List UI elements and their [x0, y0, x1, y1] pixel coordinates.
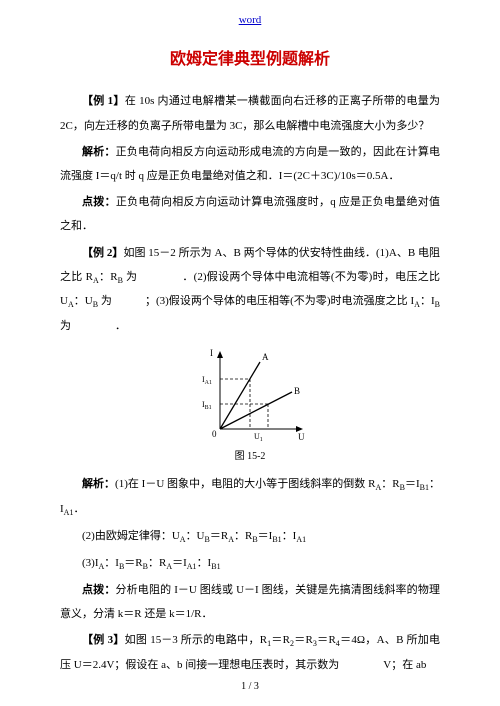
figure-caption: 图 15-2	[60, 446, 440, 468]
point-label-2: 点拨：	[82, 584, 115, 596]
page-number: 1 / 3	[0, 676, 500, 698]
example-2-answer-3: (3)IA：IB＝RB：RA＝IA1：IB1	[60, 551, 440, 576]
answer-label: 解析：	[82, 146, 116, 158]
example-2-answer-1: 解析：(1)在 I－U 图象中，电阻的大小等于图线斜率的倒数 RA：RB＝IB1…	[60, 472, 440, 522]
example-2-point: 点拨：分析电阻的 I－U 图线或 U－I 图线，关键是先搞清图线斜率的物理意义，…	[60, 578, 440, 626]
svg-text:U: U	[298, 432, 305, 442]
example-1-answer: 解析：正负电荷向相反方向运动形成电流的方向是一致的，因此在计算电流强度 I＝q/…	[60, 140, 440, 188]
example-1-point: 点拨：正负电荷向相反方向运动计算电流强度时，q 应是正负电量绝对值之和．	[60, 190, 440, 238]
ex2-a2-text: (2)由欧姆定律得：UA：UB＝RA：RB＝IB1：IA1	[82, 530, 306, 542]
example-1-question: 【例 1】在 10s 内通过电解槽某一横截面向右迁移的正离子所带的电量为 2C，…	[60, 89, 440, 137]
example-2-label: 【例 2】	[82, 247, 123, 259]
ex1-a-text: 正负电荷向相反方向运动形成电流的方向是一致的，因此在计算电流强度 I＝q/t 时…	[60, 146, 440, 182]
ex1-p-text: 正负电荷向相反方向运动计算电流强度时，q 应是正负电量绝对值之和．	[60, 196, 440, 232]
example-1-label: 【例 1】	[82, 95, 125, 107]
svg-text:IA1: IA1	[202, 375, 212, 386]
example-3-question: 【例 3】如图 15－3 所示的电路中，R1＝R2＝R3＝R4＝4Ω，A、B 所…	[60, 628, 440, 677]
figure-15-2: A B IA1 IB1 I U 0 U1	[195, 344, 305, 444]
ex2-q-text: 如图 15－2 所示为 A、B 两个导体的伏安特性曲线．(1)A、B 电阻之比 …	[60, 247, 440, 333]
answer-label-2: 解析：	[82, 478, 115, 490]
svg-text:I: I	[210, 348, 213, 358]
svg-text:IB1: IB1	[202, 400, 212, 411]
header-link: word	[60, 8, 440, 32]
example-2-answer-2: (2)由欧姆定律得：UA：UB＝RA：RB＝IB1：IA1	[60, 524, 440, 549]
svg-text:U1: U1	[254, 432, 263, 443]
svg-text:0: 0	[212, 429, 217, 439]
example-3-label: 【例 3】	[82, 634, 125, 646]
header-link-text[interactable]: word	[239, 14, 262, 26]
ex2-p-text: 分析电阻的 I－U 图线或 U－I 图线，关键是先搞清图线斜率的物理意义，分清 …	[60, 584, 440, 620]
point-label: 点拨：	[82, 196, 116, 208]
ex2-a3-text: (3)IA：IB＝RB：RA＝IA1：IB1	[82, 557, 221, 569]
svg-text:B: B	[294, 386, 300, 396]
ex2-a1-text: (1)在 I－U 图象中，电阻的大小等于图线斜率的倒数 RA：RB＝IB1：IA…	[60, 478, 440, 515]
page-title: 欧姆定律典型例题解析	[60, 42, 440, 77]
example-2-question: 【例 2】如图 15－2 所示为 A、B 两个导体的伏安特性曲线．(1)A、B …	[60, 241, 440, 339]
svg-text:A: A	[262, 352, 269, 362]
